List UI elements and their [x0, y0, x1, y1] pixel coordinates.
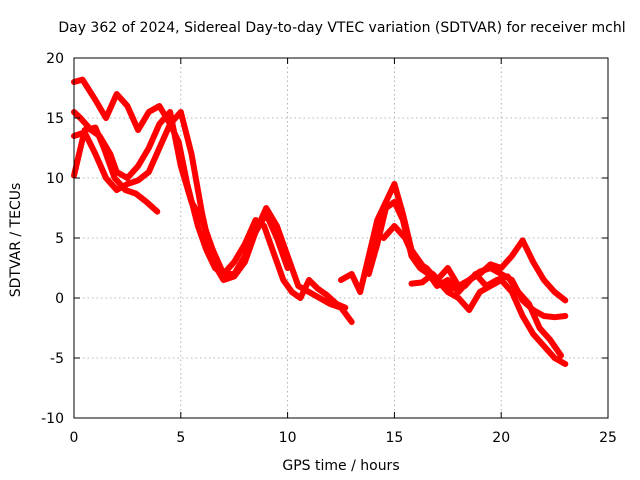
- series-track-7: [380, 223, 569, 367]
- series-track-2: [71, 109, 355, 325]
- y-tick-label: -10: [41, 411, 64, 427]
- series-track-1: [71, 76, 349, 311]
- series-track-8: [408, 271, 564, 359]
- y-tick-label: 5: [55, 231, 64, 247]
- series-track-5: [338, 181, 569, 304]
- x-tick-label: 20: [492, 430, 510, 446]
- series-track-6: [365, 199, 569, 321]
- y-tick-label: 15: [46, 111, 64, 127]
- x-tick-label: 25: [599, 430, 617, 446]
- x-tick-label: 15: [385, 430, 403, 446]
- series-layer: [71, 76, 569, 367]
- x-tick-label: 5: [176, 430, 185, 446]
- y-axis-title: SDTVAR / TECUs: [8, 183, 24, 298]
- x-axis-title: GPS time / hours: [282, 458, 399, 474]
- y-tick-label: 0: [55, 291, 64, 307]
- x-tick-label: 10: [279, 430, 297, 446]
- y-tick-label: 10: [46, 171, 64, 187]
- y-tick-label: 20: [46, 51, 64, 67]
- y-tick-label: -5: [50, 351, 64, 367]
- chart-title: Day 362 of 2024, Sidereal Day-to-day VTE…: [58, 20, 625, 36]
- series-track-4: [71, 124, 161, 215]
- x-tick-label: 0: [70, 430, 79, 446]
- axis-ticks: 0 5 10 15 20 25 -10 -5 0 5 10 15 20: [41, 51, 617, 446]
- grid-lines: [74, 58, 608, 418]
- series-track-3: [71, 109, 291, 283]
